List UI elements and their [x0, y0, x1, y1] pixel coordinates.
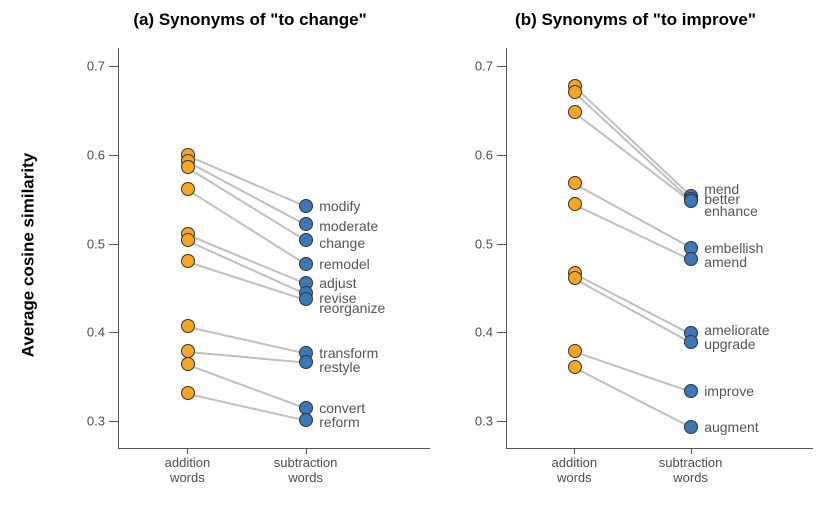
- y-tick: [109, 421, 119, 422]
- point-subtraction: [684, 194, 698, 208]
- y-tick-label: 0.5: [475, 236, 493, 251]
- point-subtraction: [299, 217, 313, 231]
- connector-line: [187, 189, 306, 265]
- series-label: remodel: [319, 256, 370, 272]
- connector-line: [187, 161, 306, 226]
- y-tick: [497, 244, 507, 245]
- y-tick: [497, 155, 507, 156]
- series-label: modify: [319, 198, 360, 214]
- y-tick-label: 0.7: [475, 58, 493, 73]
- connector-line: [188, 351, 307, 363]
- panel-a: (a) Synonyms of "to change"0.30.40.50.60…: [60, 38, 440, 499]
- point-addition: [568, 271, 582, 285]
- point-subtraction: [299, 355, 313, 369]
- connector-line: [574, 112, 692, 202]
- connector-line: [574, 204, 691, 261]
- y-tick: [497, 421, 507, 422]
- connector-line: [574, 278, 691, 343]
- point-addition: [181, 182, 195, 196]
- y-tick-label: 0.3: [475, 414, 493, 429]
- point-subtraction: [299, 257, 313, 271]
- x-tick-label: subtraction words: [274, 456, 338, 486]
- plot-area: 0.30.40.50.60.7addition wordssubtraction…: [118, 48, 430, 449]
- series-label: upgrade: [704, 336, 755, 352]
- y-tick-label: 0.6: [87, 147, 105, 162]
- point-subtraction: [684, 252, 698, 266]
- y-tick: [109, 66, 119, 67]
- x-tick-label: subtraction words: [659, 456, 723, 486]
- panel-title: (a) Synonyms of "to change": [60, 10, 440, 30]
- connector-line: [187, 167, 306, 241]
- y-tick: [109, 244, 119, 245]
- point-addition: [568, 344, 582, 358]
- connector-line: [187, 393, 306, 421]
- point-subtraction: [684, 420, 698, 434]
- connector-line: [574, 367, 691, 428]
- point-addition: [181, 233, 195, 247]
- plot-area: 0.30.40.50.60.7addition wordssubtraction…: [506, 48, 813, 449]
- point-addition: [568, 360, 582, 374]
- x-tick: [574, 448, 575, 454]
- connector-line: [187, 364, 306, 409]
- connector-line: [574, 351, 691, 393]
- series-label: reform: [319, 414, 359, 430]
- series-label: amend: [704, 254, 747, 270]
- series-label: change: [319, 235, 365, 251]
- y-tick-label: 0.6: [475, 147, 493, 162]
- connector-line: [574, 273, 691, 335]
- y-tick: [497, 332, 507, 333]
- series-label: moderate: [319, 218, 378, 234]
- point-subtraction: [299, 292, 313, 306]
- point-addition: [181, 357, 195, 371]
- y-tick-label: 0.3: [87, 414, 105, 429]
- point-addition: [181, 160, 195, 174]
- point-subtraction: [299, 413, 313, 427]
- x-tick-label: addition words: [165, 456, 211, 486]
- y-tick-label: 0.5: [87, 236, 105, 251]
- y-tick: [497, 66, 507, 67]
- y-tick-label: 0.7: [87, 58, 105, 73]
- point-addition: [568, 176, 582, 190]
- connector-line: [574, 184, 691, 249]
- y-tick-label: 0.4: [87, 325, 105, 340]
- figure: Average cosine similarity (a) Synonyms o…: [0, 0, 833, 509]
- series-label: reorganize: [319, 300, 385, 316]
- point-addition: [568, 85, 582, 99]
- series-label: enhance: [704, 203, 758, 219]
- series-label: augment: [704, 419, 758, 435]
- point-subtraction: [684, 384, 698, 398]
- x-tick-label: addition words: [552, 456, 598, 486]
- point-subtraction: [299, 233, 313, 247]
- connector-line: [574, 92, 692, 201]
- connector-line: [187, 234, 306, 284]
- connector-line: [574, 87, 692, 198]
- point-addition: [181, 344, 195, 358]
- y-tick: [109, 332, 119, 333]
- x-tick: [306, 448, 307, 454]
- point-addition: [568, 105, 582, 119]
- panel-title: (b) Synonyms of "to improve": [448, 10, 823, 30]
- point-addition: [181, 254, 195, 268]
- point-addition: [181, 319, 195, 333]
- point-subtraction: [684, 335, 698, 349]
- y-tick: [109, 155, 119, 156]
- y-tick-label: 0.4: [475, 325, 493, 340]
- panel-b: (b) Synonyms of "to improve"0.30.40.50.6…: [448, 38, 823, 499]
- point-addition: [568, 197, 582, 211]
- y-axis-label: Average cosine similarity: [18, 152, 38, 356]
- connector-line: [187, 326, 306, 354]
- point-subtraction: [299, 199, 313, 213]
- x-tick: [691, 448, 692, 454]
- series-label: improve: [704, 383, 754, 399]
- point-addition: [181, 386, 195, 400]
- x-tick: [187, 448, 188, 454]
- series-label: restyle: [319, 359, 360, 375]
